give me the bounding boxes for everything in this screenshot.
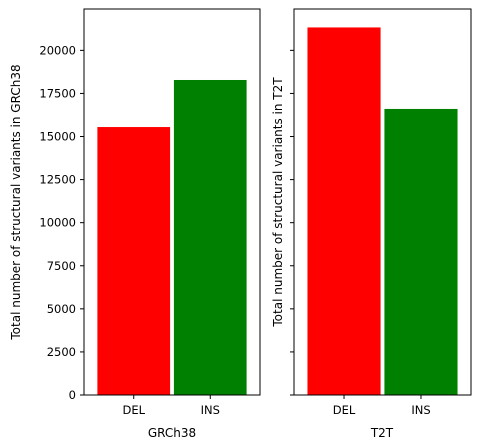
bar-del-t2t <box>307 27 381 396</box>
bars-t2t <box>307 27 458 396</box>
panel-t2t: DEL INS T2T Total number of structural va… <box>271 8 472 440</box>
x-tick-label: DEL <box>333 403 356 417</box>
x-tick-label: INS <box>411 403 430 417</box>
panel-grch38: 0 2500 5000 7500 10000 12500 15000 17500 20000 D… <box>9 8 261 440</box>
y-tick-label: 17500 <box>39 86 76 100</box>
y-tick-label: 2500 <box>47 345 76 359</box>
y-tick-label: 20000 <box>39 43 76 57</box>
x-ticks-grch38: DEL INS <box>122 395 220 417</box>
y-tick-label: 7500 <box>47 259 76 273</box>
plot-frame-grch38 <box>83 8 261 396</box>
x-ticks-t2t: DEL INS <box>333 395 431 417</box>
bar-del-grch38 <box>97 127 171 396</box>
x-axis-label-grch38: GRCh38 <box>148 426 196 440</box>
y-tick-label: 15000 <box>39 130 76 144</box>
bar-ins-grch38 <box>173 79 247 395</box>
y-ticks-grch38: 0 2500 5000 7500 10000 12500 15000 17500 20000 <box>39 43 84 402</box>
y-axis-label-grch38: Total number of structural variants in G… <box>9 64 23 340</box>
x-tick-label: INS <box>201 403 220 417</box>
x-tick-label: DEL <box>122 403 145 417</box>
plot-frame-t2t <box>293 8 472 396</box>
y-axis-label-t2t: Total number of structural variants in T… <box>271 77 285 328</box>
bar-ins-t2t <box>384 108 458 396</box>
y-tick-label: 10000 <box>39 216 76 230</box>
y-tick-label: 0 <box>69 388 76 402</box>
y-ticks-t2t <box>290 49 294 396</box>
bars-grch38 <box>97 79 247 396</box>
y-tick-label: 12500 <box>39 173 76 187</box>
y-tick-label: 5000 <box>47 302 76 316</box>
x-axis-label-t2t: T2T <box>370 426 394 440</box>
